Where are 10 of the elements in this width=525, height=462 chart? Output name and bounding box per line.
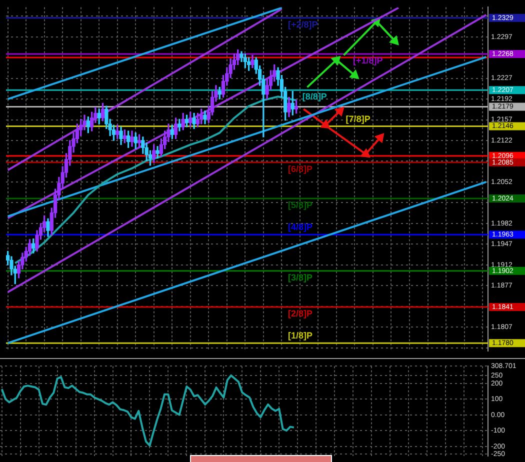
annotation: [2/8]P	[288, 308, 312, 318]
annotation: [8/8]P	[302, 92, 327, 102]
annotation: [6/8]P	[288, 164, 312, 174]
annotation: [4/8]P	[288, 222, 312, 232]
annotation: [1/8]P	[288, 330, 312, 341]
annotation: [+1/8]P	[353, 55, 383, 66]
annotation: [3/8]P	[288, 272, 312, 282]
annotation: [5/8]P	[288, 200, 312, 210]
annotation: [+2/8]P	[288, 19, 318, 30]
annotation: [7/8]P	[346, 114, 370, 124]
